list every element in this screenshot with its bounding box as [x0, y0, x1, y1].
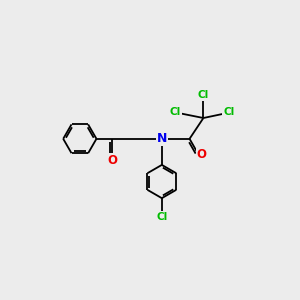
Text: O: O: [107, 154, 117, 167]
Text: Cl: Cl: [223, 107, 235, 117]
Text: Cl: Cl: [198, 90, 209, 100]
Text: N: N: [157, 132, 167, 145]
Text: O: O: [196, 148, 207, 161]
Text: Cl: Cl: [169, 107, 181, 117]
Text: Cl: Cl: [156, 212, 167, 222]
